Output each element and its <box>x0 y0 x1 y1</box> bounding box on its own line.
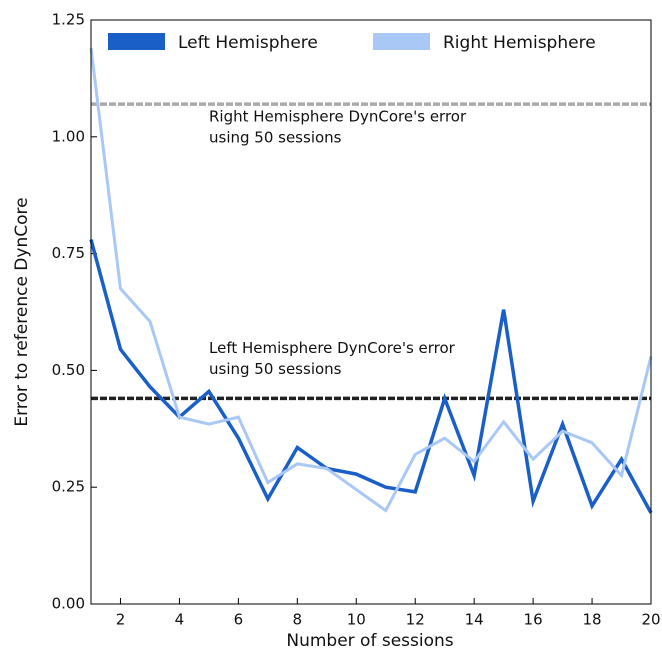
legend-swatch <box>373 33 430 50</box>
y-tick-label: 1.00 <box>52 127 85 145</box>
x-tick-label: 2 <box>116 611 126 629</box>
x-tick-label: 18 <box>583 611 602 629</box>
data-line <box>89 47 653 513</box>
plot-frame <box>90 19 652 605</box>
x-axis-label: Number of sessions <box>286 631 453 651</box>
y-tick-label: 0.50 <box>52 361 85 379</box>
y-tick-label: 0.00 <box>52 595 85 613</box>
legend-label: Right Hemisphere <box>443 33 596 53</box>
legend-swatch <box>108 33 165 50</box>
x-tick-label: 8 <box>293 611 303 629</box>
legend-label: Left Hemisphere <box>178 33 318 53</box>
y-tick-label: 0.25 <box>52 478 85 496</box>
x-tick-label: 12 <box>406 611 425 629</box>
x-tick-label: 4 <box>175 611 185 629</box>
y-axis-label: Error to reference DynCore <box>12 197 32 426</box>
x-tick-label: 6 <box>234 611 244 629</box>
y-tick-label: 0.75 <box>52 244 85 262</box>
x-tick-label: 14 <box>465 611 484 629</box>
x-tick-label: 20 <box>641 611 660 629</box>
annotation: using 50 sessions <box>209 360 342 378</box>
x-tick-label: 10 <box>347 611 366 629</box>
annotation: Left Hemisphere DynCore's error <box>209 339 456 357</box>
annotation: using 50 sessions <box>209 129 342 147</box>
annotation: Right Hemisphere DynCore's error <box>209 108 467 126</box>
data-line <box>89 239 653 514</box>
y-tick-label: 1.25 <box>52 11 85 29</box>
x-tick-label: 16 <box>524 611 543 629</box>
